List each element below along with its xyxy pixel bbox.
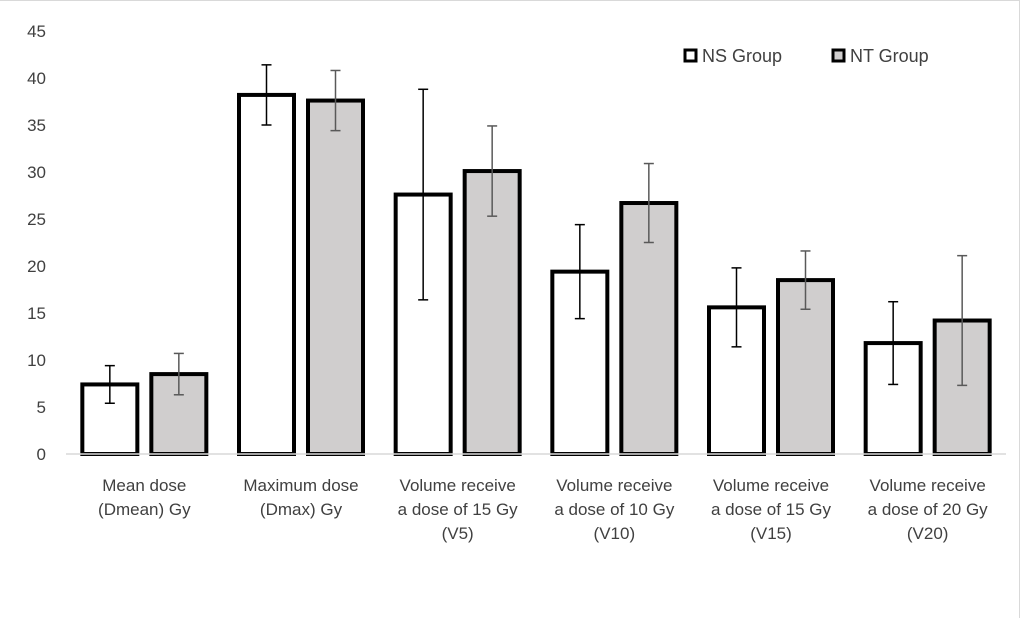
x-category-label: Volume receive <box>400 476 516 495</box>
legend-label-ns: NS Group <box>702 46 782 66</box>
x-category-label: (V10) <box>594 524 636 543</box>
bar-nt-1 <box>306 98 365 456</box>
x-axis-category-labels: Mean dose (Dmean) Gy Maximum dose (Dmax) Gy… <box>98 476 988 543</box>
y-tick-label: 0 <box>37 445 46 464</box>
y-tick-label: 30 <box>27 163 46 182</box>
x-category-label: Maximum dose <box>243 476 358 495</box>
x-category-label: Volume receive <box>556 476 672 495</box>
legend: NS Group NT Group <box>683 46 929 66</box>
bars <box>80 92 992 457</box>
y-tick-label: 45 <box>27 22 46 41</box>
y-tick-label: 10 <box>27 351 46 370</box>
error-bars <box>104 64 968 404</box>
x-category-label: (V20) <box>907 524 949 543</box>
x-category-label: Mean dose <box>102 476 186 495</box>
y-tick-label: 5 <box>37 398 46 417</box>
x-category-label: a dose of 15 Gy <box>711 500 832 519</box>
x-category-label: Volume receive <box>870 476 986 495</box>
legend-swatch-nt <box>831 48 846 63</box>
x-category-label: a dose of 20 Gy <box>868 500 989 519</box>
y-tick-label: 20 <box>27 257 46 276</box>
x-category-label: (V15) <box>750 524 792 543</box>
x-category-label: Volume receive <box>713 476 829 495</box>
bar-ns-1 <box>237 92 296 456</box>
x-category-label: a dose of 15 Gy <box>398 500 519 519</box>
legend-label-nt: NT Group <box>850 46 929 66</box>
y-tick-label: 15 <box>27 304 46 323</box>
x-category-label: a dose of 10 Gy <box>554 500 675 519</box>
y-tick-label: 40 <box>27 69 46 88</box>
x-category-label: (Dmax) Gy <box>260 500 343 519</box>
y-tick-label: 35 <box>27 116 46 135</box>
y-axis-ticks: 0 5 10 15 20 25 30 35 40 45 <box>27 22 46 464</box>
x-category-label: (V5) <box>442 524 474 543</box>
x-category-label: (Dmean) Gy <box>98 500 191 519</box>
y-tick-label: 25 <box>27 210 46 229</box>
legend-swatch-ns <box>683 48 698 63</box>
